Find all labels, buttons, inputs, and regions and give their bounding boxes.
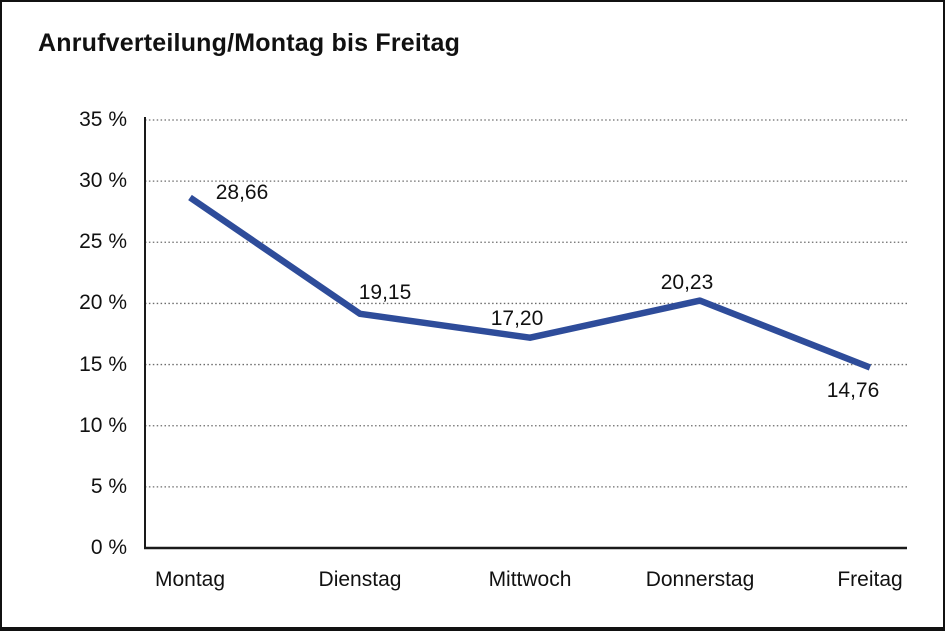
x-category-label: Donnerstag [645, 568, 755, 591]
y-tick-label: 10 % [79, 413, 127, 437]
data-point-label: 20,23 [660, 270, 714, 294]
data-point-label: 17,20 [490, 306, 544, 330]
y-tick-label: 35 % [79, 108, 127, 131]
x-category-label: Freitag [837, 568, 903, 591]
x-category-label: Montag [154, 568, 226, 591]
x-category-label: Mittwoch [488, 568, 572, 591]
data-point-label: 19,15 [358, 280, 412, 304]
y-tick-label: 20 % [79, 291, 127, 315]
data-point-label: 28,66 [215, 180, 269, 204]
x-category-label: Dienstag [318, 568, 402, 591]
data-point-label: 14,76 [826, 378, 880, 402]
y-tick-label: 5 % [90, 474, 127, 498]
y-tick-label: 0 % [90, 536, 127, 559]
chart-title: Anrufverteilung/Montag bis Freitag [38, 29, 461, 57]
y-tick-label: 25 % [79, 230, 127, 254]
y-tick-label: 30 % [79, 169, 127, 193]
y-tick-label: 15 % [79, 352, 127, 376]
data-series-line [188, 194, 872, 371]
